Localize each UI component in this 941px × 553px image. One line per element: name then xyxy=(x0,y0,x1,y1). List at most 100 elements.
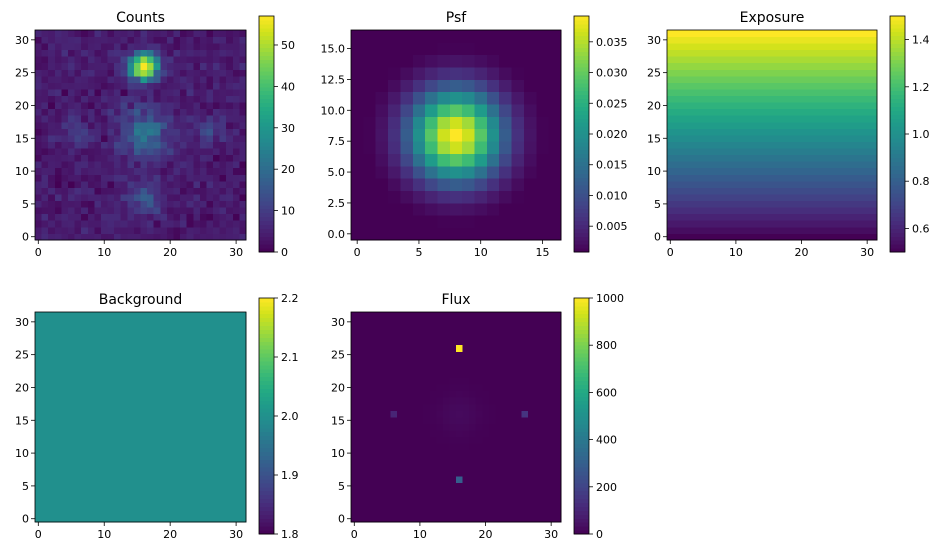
exposure-cell xyxy=(798,108,806,116)
background-cell xyxy=(107,338,115,346)
exposure-cell xyxy=(758,187,766,195)
exposure-cell xyxy=(732,187,740,195)
background-cell xyxy=(94,449,102,457)
exposure-cell xyxy=(699,174,707,182)
flux-cell xyxy=(442,476,450,484)
exposure-cell xyxy=(804,102,812,110)
counts-cell xyxy=(153,36,161,44)
exposure-cell xyxy=(844,62,852,70)
exposure-cell xyxy=(857,95,865,103)
exposure-cell xyxy=(804,62,812,70)
counts-colorbar-segment xyxy=(259,137,274,143)
background-cell xyxy=(114,449,122,457)
background-cell xyxy=(193,371,201,379)
exposure-cell xyxy=(752,154,760,162)
flux-cell xyxy=(370,325,378,333)
flux-cell xyxy=(475,338,483,346)
psf-cell xyxy=(388,215,401,229)
exposure-cell xyxy=(772,75,779,83)
flux-cell xyxy=(383,508,391,516)
flux-cell xyxy=(449,502,457,510)
background-colorbar-segment xyxy=(259,313,274,319)
counts-cell xyxy=(232,141,240,149)
background-cell xyxy=(199,430,207,438)
flux-cell xyxy=(482,476,490,484)
background-cell xyxy=(127,377,135,385)
psf-colorbar-segment xyxy=(574,71,589,76)
exposure-cell xyxy=(680,69,688,77)
counts-cell xyxy=(94,36,102,44)
counts-cell xyxy=(114,194,122,202)
flux-title: Flux xyxy=(441,292,470,308)
background-cell xyxy=(160,331,168,339)
psf-colorbar-tick-label: 0.020 xyxy=(596,128,628,141)
background-cell xyxy=(173,318,181,326)
counts-cell xyxy=(127,121,135,129)
background-cell xyxy=(120,495,128,503)
counts-cell xyxy=(120,200,128,208)
counts-cell xyxy=(180,56,188,64)
counts-cell xyxy=(94,43,102,51)
background-cell xyxy=(133,331,141,339)
exposure-cell xyxy=(844,194,852,202)
counts-cell xyxy=(54,56,62,64)
exposure-cell xyxy=(817,226,825,234)
exposure-cell xyxy=(752,82,760,90)
flux-colorbar-tick-label: 0 xyxy=(596,528,603,541)
counts-cell xyxy=(147,187,155,195)
exposure-cell xyxy=(772,89,779,97)
background-cell xyxy=(61,508,69,516)
psf-cell xyxy=(474,91,488,105)
psf-cell xyxy=(486,153,500,167)
flux-ytick-label: 10 xyxy=(331,447,345,460)
flux-cell xyxy=(403,456,411,464)
background-cell xyxy=(87,312,95,319)
background-cell xyxy=(206,312,214,319)
exposure-cell xyxy=(811,102,819,110)
counts-cell xyxy=(140,220,148,228)
psf-cell xyxy=(548,227,562,241)
flux-cell xyxy=(475,423,483,431)
counts-colorbar-segment xyxy=(259,16,274,21)
counts-cell xyxy=(239,174,247,182)
exposure-cell xyxy=(706,141,714,149)
exposure-cell xyxy=(719,49,727,57)
flux-cell xyxy=(541,403,549,411)
counts-cell xyxy=(160,43,168,51)
exposure-cell xyxy=(785,121,793,129)
background-cell xyxy=(35,476,42,484)
psf-cell xyxy=(351,153,364,167)
psf-colorbar-segment xyxy=(574,173,589,178)
exposure-cell xyxy=(699,207,707,215)
background-cell xyxy=(239,338,247,346)
background-cell xyxy=(180,377,188,385)
background-cell xyxy=(153,377,161,385)
counts-cell xyxy=(226,121,234,129)
flux-cell xyxy=(547,469,555,477)
counts-cell xyxy=(81,115,89,123)
background-cell xyxy=(107,476,115,484)
flux-cell xyxy=(541,436,549,444)
counts-cell xyxy=(226,95,234,103)
exposure-cell xyxy=(837,69,845,77)
flux-cell xyxy=(462,371,470,379)
background-cell xyxy=(67,476,75,484)
background-cell xyxy=(180,390,188,398)
flux-cell xyxy=(521,325,529,333)
background-cell xyxy=(114,515,122,523)
counts-cell xyxy=(74,180,82,188)
counts-cell xyxy=(94,233,102,241)
flux-cell xyxy=(469,489,477,497)
flux-cell xyxy=(442,371,450,379)
exposure-cell xyxy=(850,154,858,162)
background-cell xyxy=(107,489,115,497)
exposure-colorbar-segment xyxy=(890,185,905,190)
counts-xtick-label: 20 xyxy=(163,246,177,259)
flux-cell xyxy=(541,357,549,365)
background-cell xyxy=(54,318,62,326)
background-cell xyxy=(206,325,214,333)
psf-cell xyxy=(363,42,377,56)
exposure-cell xyxy=(739,220,747,228)
flux-cell xyxy=(521,364,529,372)
